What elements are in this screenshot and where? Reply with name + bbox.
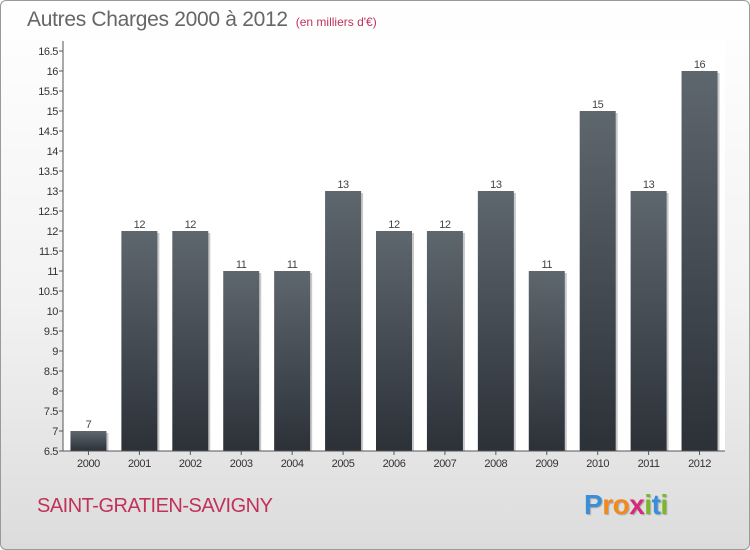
bar-2008 bbox=[477, 191, 514, 451]
data-label-2004: 11 bbox=[287, 259, 298, 271]
x-tick-label-2012: 2012 bbox=[688, 458, 711, 470]
data-label-2001: 12 bbox=[134, 219, 146, 231]
data-label-2006: 12 bbox=[388, 219, 400, 231]
y-tick-label: 12.5 bbox=[38, 206, 58, 218]
data-label-2003: 11 bbox=[236, 259, 247, 271]
y-tick-label: 10 bbox=[47, 306, 59, 318]
logo-letter: i bbox=[644, 489, 652, 520]
logo-letter: i bbox=[660, 489, 668, 520]
y-tick-label: 14.5 bbox=[38, 126, 58, 138]
x-tick-label-2005: 2005 bbox=[332, 458, 355, 470]
y-tick-label: 8 bbox=[52, 386, 58, 398]
y-tick-label: 9 bbox=[52, 346, 58, 358]
x-tick-label-2000: 2000 bbox=[77, 458, 100, 470]
bars: 7 12 12 11 11 13 12 12 13 11 15 13 16 bbox=[70, 59, 720, 451]
x-tick-label-2007: 2007 bbox=[433, 458, 456, 470]
y-tick-label: 7.5 bbox=[44, 406, 58, 418]
bar-2004 bbox=[274, 271, 311, 451]
x-tick-label-2008: 2008 bbox=[484, 458, 507, 470]
y-tick-label: 16.5 bbox=[38, 46, 58, 58]
data-label-2011: 13 bbox=[643, 179, 655, 191]
bar-2010 bbox=[579, 111, 616, 451]
logo-letter: r bbox=[602, 489, 613, 520]
chart-subtitle: (en milliers d'€) bbox=[295, 15, 377, 29]
y-tick-label: 7 bbox=[52, 426, 58, 438]
y-tick-label: 13.5 bbox=[38, 166, 58, 178]
chart-title-text: Autres Charges 2000 à 2012 bbox=[27, 8, 288, 31]
logo-letter: P bbox=[584, 489, 603, 520]
data-label-2010: 15 bbox=[592, 99, 604, 111]
bar-2001 bbox=[121, 231, 158, 451]
bar-2005 bbox=[325, 191, 362, 451]
bar-2007 bbox=[426, 231, 463, 451]
x-tick-label-2004: 2004 bbox=[281, 458, 304, 470]
x-tick-label-2006: 2006 bbox=[383, 458, 406, 470]
x-tick-label-2001: 2001 bbox=[128, 458, 151, 470]
logo-letter: x bbox=[629, 489, 645, 520]
bar-2011 bbox=[630, 191, 667, 451]
data-label-2000: 7 bbox=[86, 419, 92, 431]
chart-title: Autres Charges 2000 à 2012 (en milliers d… bbox=[27, 8, 377, 32]
x-axis: 2000 2001 2002 2003 2004 2005 2006 2007 2008 2009… bbox=[63, 450, 725, 470]
x-tick-label-2002: 2002 bbox=[179, 458, 202, 470]
y-tick-label: 10.5 bbox=[38, 286, 58, 298]
x-tick-label-2009: 2009 bbox=[535, 458, 558, 470]
data-label-2012: 16 bbox=[694, 59, 706, 71]
data-label-2009: 11 bbox=[541, 259, 552, 271]
y-tick-label: 15.5 bbox=[38, 86, 58, 98]
y-tick-label: 14 bbox=[47, 146, 59, 158]
y-tick-label: 12 bbox=[47, 226, 59, 238]
bar-2002 bbox=[172, 231, 209, 451]
logo-letter: o bbox=[612, 489, 630, 520]
bar-2003 bbox=[223, 271, 260, 451]
logo-letter: t bbox=[651, 489, 661, 520]
bar-2012 bbox=[681, 71, 718, 451]
y-tick-label: 13 bbox=[47, 186, 59, 198]
bar-2006 bbox=[376, 231, 412, 451]
y-tick-label: 6.5 bbox=[44, 446, 58, 458]
bar-2009 bbox=[528, 271, 565, 451]
commune-name: SAINT-GRATIEN-SAVIGNY bbox=[37, 495, 273, 517]
y-tick-label: 11.5 bbox=[39, 246, 58, 258]
x-tick-label-2003: 2003 bbox=[230, 458, 253, 470]
data-label-2008: 13 bbox=[490, 179, 502, 191]
data-label-2007: 12 bbox=[439, 219, 451, 231]
data-label-2005: 13 bbox=[337, 179, 349, 191]
proxiti-logo: Proxiti bbox=[584, 489, 668, 521]
y-axis: 6.5 7 7.5 8 8.5 9 9.5 10 10.5 11 11.5 12 12.5 13 13.5 1… bbox=[38, 41, 64, 458]
y-tick-label: 16 bbox=[47, 66, 59, 78]
bar-2000 bbox=[70, 431, 107, 451]
y-tick-label: 15 bbox=[47, 106, 59, 118]
data-label-2002: 12 bbox=[185, 219, 197, 231]
y-tick-label: 9.5 bbox=[44, 326, 58, 338]
x-tick-label-2010: 2010 bbox=[586, 458, 609, 470]
y-tick-label: 8.5 bbox=[44, 366, 58, 378]
x-tick-label-2011: 2011 bbox=[638, 458, 660, 470]
y-tick-label: 11 bbox=[47, 266, 58, 278]
